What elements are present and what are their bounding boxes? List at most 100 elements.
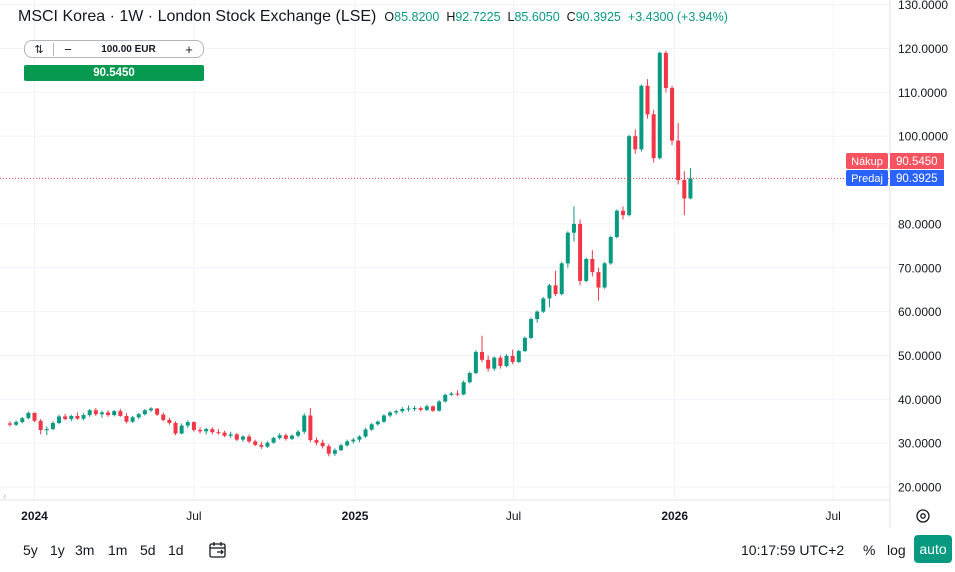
- timeframe-3m[interactable]: 3m: [75, 542, 95, 558]
- buy-tag-value: 90.5450: [896, 156, 938, 168]
- candle: [38, 419, 43, 435]
- candle-body: [253, 441, 258, 445]
- candle: [553, 270, 558, 297]
- timeframe-1m[interactable]: 1m: [108, 542, 128, 558]
- candle-body: [510, 355, 515, 363]
- candle: [461, 380, 466, 396]
- candle: [173, 421, 178, 436]
- candle-body: [596, 272, 601, 288]
- candle: [320, 439, 325, 449]
- candle: [118, 408, 123, 417]
- price-axis[interactable]: 20.0000 30.0000 40.0000 50.0000 60.0000 70.00…: [898, 0, 948, 495]
- clock-time[interactable]: 10:17:59 UTC+2: [741, 542, 845, 558]
- candle: [608, 235, 613, 265]
- candle-body: [621, 210, 625, 216]
- price-chart[interactable]: 20.0000 30.0000 40.0000 50.0000 60.0000 70.00…: [0, 0, 955, 528]
- candle-body: [204, 429, 209, 432]
- candle-body: [424, 406, 429, 410]
- candle: [676, 123, 681, 185]
- candle-body: [63, 416, 68, 420]
- candle: [351, 437, 356, 444]
- candle: [289, 434, 294, 441]
- candle: [185, 420, 190, 428]
- candle-body: [198, 429, 203, 432]
- time-axis[interactable]: 2024 Jul 2025 Jul 2026 Jul: [21, 509, 841, 523]
- candle-body: [614, 210, 619, 238]
- open-value: 85.8200: [394, 10, 440, 24]
- candle-body: [222, 432, 227, 436]
- y-tick-label: 70.0000: [898, 261, 942, 275]
- candle: [20, 416, 25, 424]
- quantity-stepper[interactable]: ⇅ − 100.00 EUR +: [24, 40, 204, 58]
- candle-body: [240, 436, 245, 440]
- quantity-input[interactable]: 100.00 EUR: [101, 43, 156, 55]
- candle-body: [535, 311, 540, 320]
- candle-body: [449, 393, 454, 395]
- candle: [124, 413, 129, 424]
- candle-body: [326, 446, 331, 454]
- timeframe-5d[interactable]: 5d: [140, 542, 156, 558]
- buy-button[interactable]: 90.5450: [24, 65, 204, 81]
- y-tick-label: 50.0000: [898, 349, 942, 363]
- timeframe-1y[interactable]: 1y: [50, 542, 65, 558]
- candle-body: [112, 411, 117, 416]
- candle: [167, 417, 172, 425]
- y-tick-label: 80.0000: [898, 217, 942, 231]
- candle-body: [38, 420, 43, 430]
- candle-body: [308, 415, 313, 441]
- candle-body: [302, 415, 307, 432]
- candle: [44, 426, 49, 436]
- candle: [510, 349, 515, 365]
- y-tick-label: 20.0000: [898, 481, 942, 495]
- candle-body: [492, 357, 497, 369]
- scroll-left-icon[interactable]: ‹: [3, 491, 6, 502]
- candle: [271, 436, 276, 444]
- candle: [388, 411, 393, 418]
- auto-scale-toggle[interactable]: auto: [914, 535, 952, 563]
- candle-body: [130, 417, 135, 422]
- candle: [87, 408, 92, 417]
- candle: [473, 350, 478, 375]
- candle: [663, 50, 668, 93]
- candle-body: [81, 415, 86, 419]
- candle: [400, 407, 405, 413]
- candle: [14, 420, 19, 427]
- low-label: L: [507, 10, 515, 24]
- candle-body: [412, 408, 417, 410]
- log-toggle[interactable]: log: [887, 542, 906, 558]
- candle: [296, 429, 301, 438]
- candle: [326, 444, 331, 457]
- candle-body: [406, 408, 411, 410]
- percent-toggle[interactable]: %: [863, 542, 876, 558]
- candle: [112, 409, 117, 417]
- symbol-title[interactable]: MSCI Korea · 1W · London Stock Exchange …: [18, 8, 377, 25]
- timeframe-1d[interactable]: 1d: [168, 542, 184, 558]
- timeframe-5y[interactable]: 5y: [23, 542, 38, 558]
- candle: [142, 408, 147, 416]
- candle: [253, 439, 258, 447]
- increase-button[interactable]: +: [185, 41, 193, 57]
- sell-tag-label: Predaj: [851, 173, 883, 185]
- candle-body: [14, 422, 19, 425]
- candle: [32, 412, 37, 423]
- candle: [277, 433, 282, 440]
- x-tick-label: 2026: [661, 509, 688, 523]
- candle: [369, 422, 374, 431]
- chart-settings-icon[interactable]: [916, 509, 930, 523]
- candle: [627, 134, 632, 217]
- decrease-button[interactable]: −: [64, 41, 72, 57]
- candle-body: [118, 411, 123, 416]
- date-range-icon[interactable]: [207, 540, 229, 560]
- candle-body: [688, 178, 693, 199]
- swap-icon[interactable]: ⇅: [25, 42, 54, 56]
- candle: [106, 410, 111, 417]
- candle: [406, 405, 411, 412]
- candle: [363, 427, 368, 438]
- candle-body: [461, 382, 466, 395]
- candle-body: [473, 351, 478, 373]
- candle: [516, 349, 521, 363]
- candle-body: [75, 415, 80, 419]
- candle: [228, 431, 233, 438]
- candle-body: [645, 85, 650, 115]
- candle-body: [584, 258, 589, 281]
